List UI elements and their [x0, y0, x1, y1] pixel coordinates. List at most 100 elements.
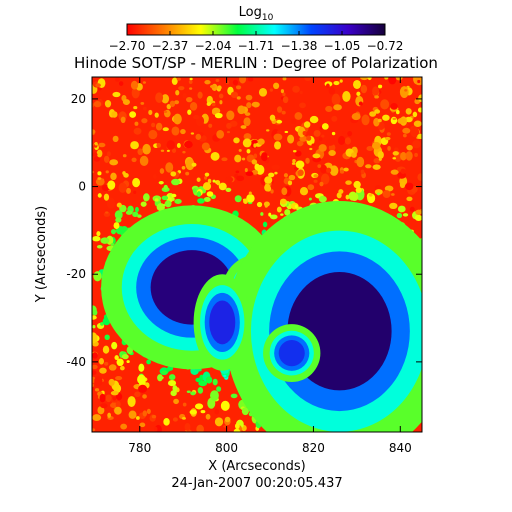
heatmap-speckle	[257, 138, 265, 145]
y-tick-label: 20	[71, 92, 86, 106]
heatmap-speckle	[243, 117, 251, 127]
heatmap-speckle	[115, 400, 121, 408]
heatmap-speckle	[170, 390, 177, 397]
chart-title: Hinode SOT/SP - MERLIN : Degree of Polar…	[74, 54, 438, 72]
heatmap-speckle	[406, 85, 410, 88]
heatmap-speckle	[299, 187, 309, 196]
heatmap-speckle	[121, 354, 129, 360]
timestamp: 24-Jan-2007 00:20:05.437	[171, 476, 342, 491]
heatmap-speckle	[173, 398, 179, 405]
heatmap-speckle	[104, 334, 110, 341]
heatmap-speckle	[212, 378, 218, 386]
heatmap-speckle	[92, 386, 95, 391]
heatmap-speckle	[163, 417, 170, 426]
heatmap-speckle	[140, 102, 145, 105]
heatmap-speckle	[185, 158, 195, 171]
heatmap-speckle	[235, 85, 242, 90]
heatmap-speckle	[134, 121, 139, 126]
heatmap-speckle	[294, 204, 298, 209]
heatmap-speckle	[197, 386, 204, 394]
heatmap-speckle	[114, 406, 122, 415]
heatmap-speckle	[206, 102, 211, 106]
heatmap-speckle	[110, 390, 119, 396]
heatmap-speckle	[116, 358, 124, 367]
heatmap-speckle	[246, 148, 251, 154]
heatmap-speckle	[137, 148, 144, 156]
heatmap-speckle	[246, 194, 255, 203]
heatmap-speckle	[92, 414, 102, 421]
heatmap-speckle	[176, 143, 181, 148]
heatmap-speckle	[171, 178, 180, 186]
heatmap-speckle	[127, 396, 136, 408]
heatmap-speckle	[216, 129, 225, 139]
heatmap-speckle	[251, 169, 259, 175]
heatmap-speckle	[390, 103, 398, 110]
heatmap-speckle	[151, 414, 157, 419]
heatmap-speckle	[266, 129, 270, 132]
heatmap-speckle	[369, 111, 377, 117]
heatmap-speckle	[400, 168, 406, 174]
heatmap-speckle	[189, 409, 197, 415]
heatmap-speckle	[167, 380, 177, 387]
heatmap-speckle	[97, 406, 105, 415]
heatmap-speckle	[415, 209, 422, 215]
heatmap-speckle	[356, 91, 361, 96]
heatmap-speckle	[155, 92, 164, 103]
heatmap-speckle	[406, 196, 413, 202]
heatmap-speckle	[164, 200, 172, 208]
heatmap-speckle	[226, 122, 232, 129]
heatmap-speckle	[203, 196, 211, 203]
heatmap-speckle	[184, 422, 191, 432]
heatmap-speckle	[410, 127, 420, 138]
heatmap-speckle	[371, 141, 381, 150]
heatmap-speckle	[93, 100, 102, 108]
heatmap-speckle	[166, 149, 170, 152]
heatmap-image	[92, 77, 422, 432]
y-axis-label: Y (Arcseconds)	[34, 206, 49, 303]
heatmap-speckle	[95, 177, 105, 186]
heatmap-speckle	[169, 100, 176, 107]
heatmap-speckle	[210, 152, 220, 161]
heatmap-speckle	[318, 144, 327, 152]
heatmap-speckle	[402, 213, 409, 217]
plot-frame	[91, 76, 423, 433]
heatmap-speckle	[368, 193, 373, 197]
heatmap-speckle	[135, 416, 140, 420]
heatmap-speckle	[146, 408, 151, 415]
heatmap-speckle	[400, 151, 407, 161]
heatmap-speckle	[189, 102, 198, 111]
heatmap-speckle	[96, 231, 101, 237]
heatmap-speckle	[155, 122, 163, 131]
heatmap-speckle	[387, 145, 391, 151]
heatmap-speckle	[264, 183, 271, 192]
heatmap-speckle	[360, 169, 365, 175]
heatmap-speckle	[190, 132, 195, 135]
heatmap-speckle	[205, 413, 211, 420]
heatmap-speckle	[284, 209, 291, 216]
heatmap-speckle	[211, 102, 216, 107]
heatmap-speckle	[159, 168, 165, 174]
heatmap-speckle	[377, 118, 382, 123]
heatmap-speckle	[96, 244, 103, 249]
heatmap-speckle	[319, 164, 328, 174]
heatmap-speckle	[313, 174, 319, 178]
heatmap-speckle	[98, 142, 106, 148]
heatmap-speckle	[309, 147, 313, 151]
heatmap-speckle	[191, 162, 197, 167]
heatmap-speckle	[405, 151, 413, 161]
heatmap-speckle	[157, 374, 163, 382]
heatmap-speckle	[291, 162, 296, 165]
heatmap-speckle	[270, 189, 274, 194]
heatmap-speckle	[374, 95, 379, 99]
heatmap-speckle	[287, 180, 293, 186]
heatmap-speckle	[172, 385, 178, 392]
colorbar-tick-label: −1.38	[281, 39, 318, 53]
heatmap-speckle	[367, 77, 372, 81]
heatmap-speckle	[389, 202, 398, 210]
heatmap-speckle	[359, 77, 369, 81]
heatmap-speckle	[113, 222, 120, 230]
heatmap-speckle	[173, 113, 182, 125]
heatmap-speckle	[218, 93, 224, 99]
heatmap-speckle	[120, 116, 126, 124]
heatmap-speckle	[233, 137, 240, 144]
